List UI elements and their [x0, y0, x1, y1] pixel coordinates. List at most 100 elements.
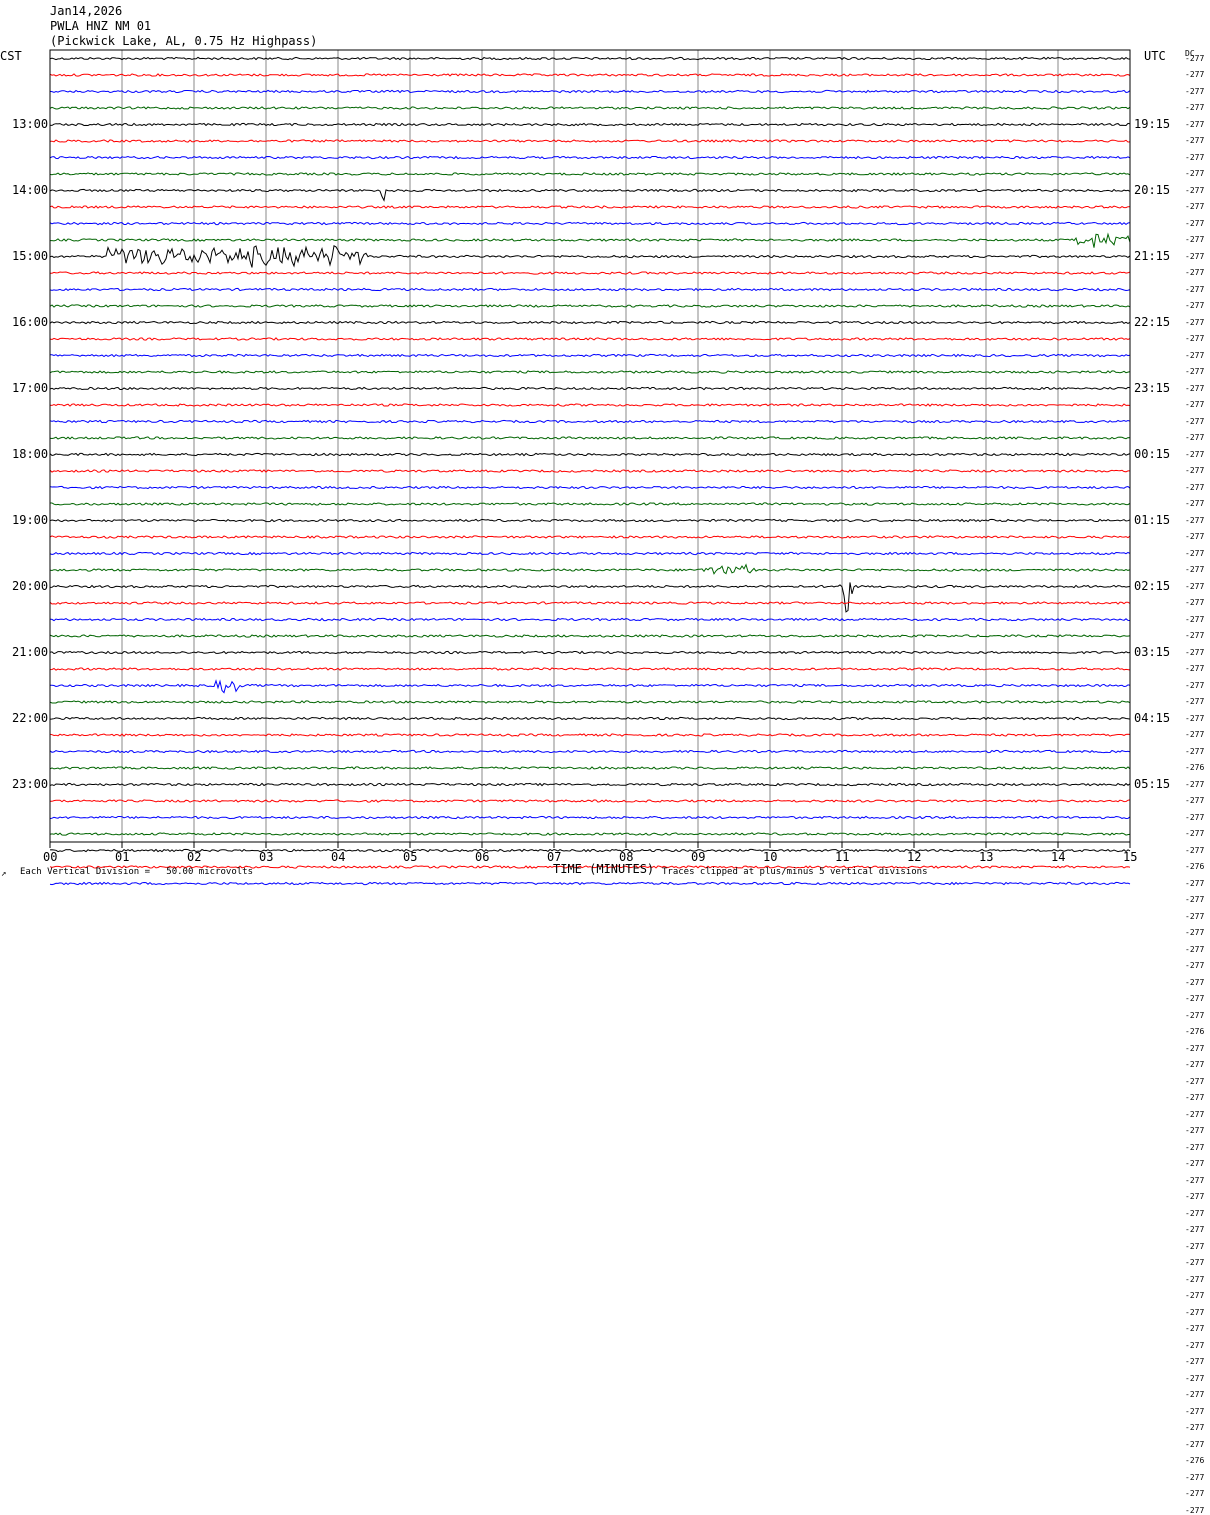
trace-row	[50, 799, 1131, 803]
dc-offset-label: -277	[1185, 1241, 1205, 1251]
dc-offset-label: -277	[1185, 103, 1205, 112]
trace-row	[49, 386, 1131, 391]
x-tick-label: 12	[907, 850, 922, 864]
dc-offset-label: -277	[1185, 1159, 1205, 1168]
trace-row	[50, 271, 1131, 275]
dc-offset-label: -276	[1185, 862, 1205, 871]
left-hour-label: 14:00	[12, 182, 49, 197]
corner-mark: ↗	[1, 869, 7, 879]
dc-offset-label: -277	[1185, 878, 1205, 888]
trace-row	[49, 436, 1131, 440]
trace-row	[49, 749, 1131, 754]
trace-row	[49, 370, 1131, 374]
dc-offset-label: -277	[1185, 680, 1205, 690]
trace-row	[49, 881, 1131, 886]
dc-offset-label: -276	[1185, 1456, 1205, 1465]
dc-offset-label: -277	[1185, 796, 1205, 805]
trace-row	[49, 122, 1131, 127]
trace-row	[49, 667, 1131, 671]
header-date: Jan14,2026	[50, 4, 123, 18]
trace-row	[49, 287, 1131, 292]
dc-offset-label: -277	[1185, 284, 1205, 294]
dc-offset-label: -277	[1185, 1274, 1205, 1284]
right-timezone-label: UTC	[1144, 49, 1166, 63]
dc-offset-label: -277	[1185, 400, 1205, 409]
trace-row	[49, 832, 1131, 836]
x-tick-label: 02	[187, 850, 202, 864]
dc-offset-label: -277	[1185, 1208, 1205, 1218]
dc-offset-label: -277	[1185, 268, 1205, 277]
trace-row	[49, 700, 1131, 704]
trace-row	[49, 403, 1131, 407]
dc-offset-label: -277	[1185, 449, 1205, 459]
dc-offset-label: -277	[1185, 1505, 1205, 1515]
header-station: PWLA HNZ NM 01	[50, 19, 152, 33]
dc-offset-label: -277	[1185, 1340, 1205, 1350]
x-tick-label: 00	[43, 850, 58, 864]
left-hour-label: 18:00	[12, 446, 49, 461]
trace-row	[49, 304, 1131, 308]
x-tick-label: 03	[259, 850, 274, 864]
dc-offset-label: -277	[1185, 251, 1205, 261]
trace-row	[49, 848, 1131, 853]
dc-offset-label: -277	[1185, 581, 1205, 591]
dc-offset-label: -277	[1185, 1472, 1205, 1482]
dc-offset-label: -277	[1185, 1010, 1205, 1020]
trace-row	[49, 650, 1131, 655]
x-tick-label: 10	[763, 850, 778, 864]
trace-row	[49, 320, 1131, 325]
trace-row	[49, 733, 1131, 737]
dc-offset-label: -277	[1185, 1126, 1205, 1135]
dc-offset-label: -277	[1185, 1357, 1205, 1366]
dc-offset-label: -277	[1185, 185, 1205, 195]
x-axis-ticks	[49, 842, 1131, 848]
dc-offset-label: -277	[1185, 1192, 1205, 1201]
right-hour-label: 23:15	[1134, 380, 1171, 395]
trace-row	[49, 815, 1131, 820]
trace-row	[49, 766, 1131, 770]
trace-row	[49, 56, 1131, 61]
trace-row	[49, 551, 1131, 556]
dc-offset-label: -277	[1185, 1109, 1205, 1119]
dc-offset-label: -277	[1185, 136, 1205, 145]
dc-offset-label: -277	[1185, 994, 1205, 1003]
dc-offset-label: -277	[1185, 1060, 1205, 1069]
dc-offset-label: -277	[1185, 697, 1205, 706]
clip-note: Traces clipped at plus/minus 5 vertical …	[662, 867, 928, 877]
dc-offset-label: -277	[1185, 746, 1205, 756]
dc-offset-label: -277	[1185, 1142, 1205, 1152]
x-tick-label: 05	[403, 850, 418, 864]
trace-row	[50, 353, 1131, 358]
dc-offset-label: -277	[1185, 416, 1205, 426]
dc-offset-label: -277	[1185, 812, 1205, 822]
x-tick-label: 09	[691, 850, 706, 864]
x-tick-label: 07	[547, 850, 562, 864]
dc-offset-label: -277	[1185, 664, 1205, 673]
dc-offset-label: -277	[1185, 1093, 1205, 1102]
dc-offset-label: -277	[1185, 565, 1205, 574]
left-hour-label: 21:00	[12, 644, 49, 659]
right-hour-label: 00:15	[1134, 446, 1171, 461]
trace-row	[49, 535, 1131, 539]
x-tick-label: 08	[619, 850, 634, 864]
dc-offset-label: -277	[1185, 202, 1205, 211]
trace-row	[49, 419, 1131, 424]
dc-offset-label: -277	[1185, 317, 1205, 327]
seismic-traces	[49, 56, 1131, 886]
x-tick-label: 01	[115, 850, 130, 864]
seismogram-plot	[49, 49, 1131, 886]
trace-row	[49, 245, 1131, 268]
x-tick-label: 13	[979, 850, 994, 864]
left-hour-label: 20:00	[12, 578, 49, 593]
trace-row	[49, 601, 1131, 605]
trace-row	[49, 155, 1131, 160]
left-timezone-label: CST	[0, 49, 22, 63]
trace-row	[49, 221, 1131, 226]
dc-offset-label: -277	[1185, 1373, 1205, 1383]
left-hour-label: 22:00	[12, 710, 49, 725]
trace-row	[49, 617, 1131, 622]
dc-offset-label: -277	[1185, 334, 1205, 343]
dc-offset-label: -277	[1185, 433, 1205, 442]
dc-offset-label: -277	[1185, 301, 1205, 310]
dc-offset-label: -277	[1185, 928, 1205, 937]
